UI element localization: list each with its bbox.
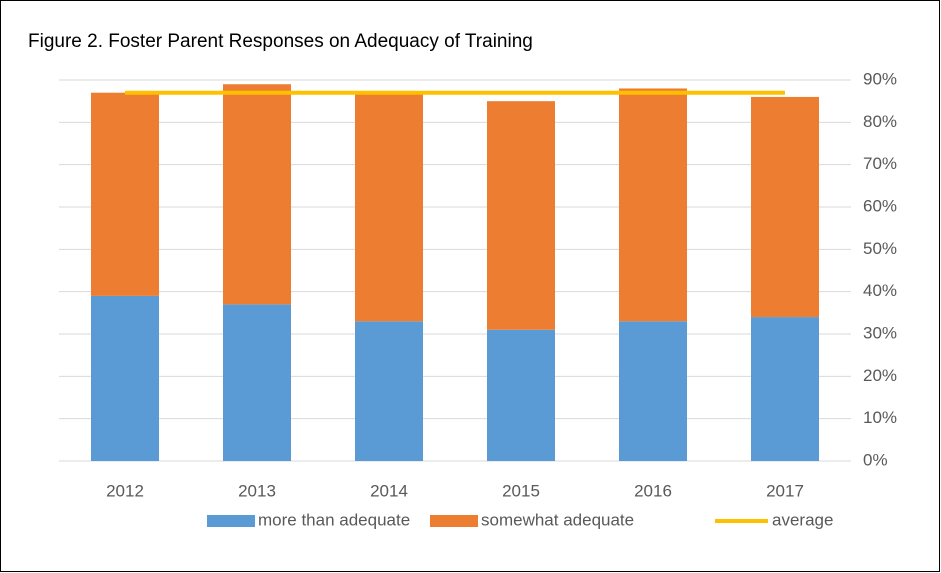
x-tick-label: 2012 — [106, 481, 144, 500]
bar — [487, 329, 555, 461]
y-tick-label: 40% — [863, 281, 897, 300]
y-tick-label: 20% — [863, 366, 897, 385]
x-tick-label: 2014 — [370, 481, 408, 500]
bar — [223, 84, 291, 305]
y-tick-label: 10% — [863, 408, 897, 427]
legend-label: average — [772, 510, 833, 529]
y-tick-label: 90% — [863, 69, 897, 88]
y-tick-label: 0% — [863, 450, 888, 469]
bar — [355, 92, 423, 322]
y-tick-label: 80% — [863, 112, 897, 131]
y-tick-label: 30% — [863, 323, 897, 342]
bar — [619, 321, 687, 461]
bar — [91, 92, 159, 296]
legend-swatch — [207, 515, 255, 527]
bar — [223, 304, 291, 461]
bar — [91, 295, 159, 461]
y-tick-label: 50% — [863, 239, 897, 258]
y-tick-label: 70% — [863, 154, 897, 173]
bar — [751, 96, 819, 318]
x-tick-label: 2017 — [766, 481, 804, 500]
x-tick-label: 2013 — [238, 481, 276, 500]
bar — [487, 101, 555, 330]
bar — [751, 317, 819, 461]
chart-title: Figure 2. Foster Parent Responses on Ade… — [28, 31, 533, 52]
y-tick-label: 60% — [863, 196, 897, 215]
bar — [355, 321, 423, 461]
bar — [619, 88, 687, 322]
x-tick-label: 2016 — [634, 481, 672, 500]
x-tick-label: 2015 — [502, 481, 540, 500]
legend-label: somewhat adequate — [481, 510, 634, 529]
legend-label: more than adequate — [258, 510, 410, 529]
legend-swatch — [430, 515, 478, 527]
